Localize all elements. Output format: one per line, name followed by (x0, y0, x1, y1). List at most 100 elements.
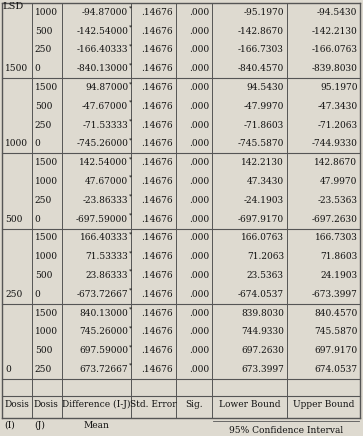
Text: .14676: .14676 (141, 290, 173, 299)
Text: -674.0537: -674.0537 (238, 290, 284, 299)
Text: -142.54000: -142.54000 (76, 27, 128, 36)
Text: .14676: .14676 (141, 140, 173, 149)
Text: .14676: .14676 (141, 64, 173, 73)
Text: 0: 0 (5, 365, 11, 374)
Text: .14676: .14676 (141, 233, 173, 242)
Text: -673.3997: -673.3997 (311, 290, 358, 299)
Text: *: * (129, 325, 132, 330)
Text: 250: 250 (35, 196, 52, 205)
Text: -142.8670: -142.8670 (238, 27, 284, 36)
Text: *: * (129, 100, 132, 105)
Text: .000: .000 (189, 83, 209, 92)
Text: -47.3430: -47.3430 (317, 102, 358, 111)
Text: *: * (129, 156, 132, 161)
Text: 166.7303: 166.7303 (314, 233, 358, 242)
Text: 47.3430: 47.3430 (247, 177, 284, 186)
Text: *: * (129, 175, 132, 180)
Text: 23.5363: 23.5363 (247, 271, 284, 280)
Text: 94.5430: 94.5430 (246, 83, 284, 92)
Text: *: * (129, 24, 132, 30)
Text: -47.67000: -47.67000 (82, 102, 128, 111)
Text: .000: .000 (189, 327, 209, 337)
Text: 744.9330: 744.9330 (241, 327, 284, 337)
Text: 1000: 1000 (35, 327, 58, 337)
Text: -744.9330: -744.9330 (311, 140, 358, 149)
Text: .000: .000 (189, 290, 209, 299)
Text: Mean: Mean (83, 421, 109, 430)
Text: -23.5363: -23.5363 (317, 196, 358, 205)
Text: 1000: 1000 (35, 252, 58, 261)
Text: .14676: .14676 (141, 27, 173, 36)
Text: 674.0537: 674.0537 (314, 365, 358, 374)
Text: -24.1903: -24.1903 (244, 196, 284, 205)
Text: .14676: .14676 (141, 327, 173, 337)
Text: .14676: .14676 (141, 196, 173, 205)
Text: -71.2063: -71.2063 (317, 121, 358, 129)
Text: Difference (I-J): Difference (I-J) (62, 400, 131, 409)
Text: *: * (129, 137, 132, 142)
Text: 745.26000: 745.26000 (79, 327, 128, 337)
Text: .14676: .14676 (141, 252, 173, 261)
Text: .14676: .14676 (141, 177, 173, 186)
Text: .000: .000 (189, 233, 209, 242)
Text: 166.40333: 166.40333 (79, 233, 128, 242)
Text: .000: .000 (189, 309, 209, 318)
Text: 697.2630: 697.2630 (241, 346, 284, 355)
Text: -839.8030: -839.8030 (311, 64, 358, 73)
Text: 697.59000: 697.59000 (79, 346, 128, 355)
Text: .14676: .14676 (141, 346, 173, 355)
Text: -166.0763: -166.0763 (311, 45, 358, 54)
Text: .14676: .14676 (141, 271, 173, 280)
Text: 500: 500 (35, 102, 52, 111)
Text: .000: .000 (189, 196, 209, 205)
Text: -166.40333: -166.40333 (77, 45, 128, 54)
Text: 0: 0 (35, 140, 41, 149)
Text: 673.3997: 673.3997 (241, 365, 284, 374)
Text: *: * (129, 363, 132, 368)
Text: -94.5430: -94.5430 (317, 8, 358, 17)
Text: -94.87000: -94.87000 (82, 8, 128, 17)
Text: 250: 250 (35, 365, 52, 374)
Text: 95% Confidence Interval: 95% Confidence Interval (229, 426, 343, 436)
Text: -745.26000: -745.26000 (76, 140, 128, 149)
Text: -95.1970: -95.1970 (244, 8, 284, 17)
Text: .14676: .14676 (141, 83, 173, 92)
Text: -47.9970: -47.9970 (244, 102, 284, 111)
Text: *: * (129, 250, 132, 255)
Text: .14676: .14676 (141, 309, 173, 318)
Text: 0: 0 (35, 215, 41, 224)
Text: 1500: 1500 (35, 158, 58, 167)
Text: 1500: 1500 (35, 233, 58, 242)
Text: *: * (129, 212, 132, 218)
Text: 1000: 1000 (5, 140, 28, 149)
Text: 1500: 1500 (35, 309, 58, 318)
Text: 71.2063: 71.2063 (247, 252, 284, 261)
Text: -673.72667: -673.72667 (77, 290, 128, 299)
Text: .14676: .14676 (141, 121, 173, 129)
Text: *: * (129, 43, 132, 48)
Text: 1000: 1000 (35, 8, 58, 17)
Text: 166.0763: 166.0763 (241, 233, 284, 242)
Text: 23.86333: 23.86333 (86, 271, 128, 280)
Text: .000: .000 (189, 271, 209, 280)
Text: -71.53333: -71.53333 (82, 121, 128, 129)
Text: 1500: 1500 (5, 64, 28, 73)
Text: Dosis: Dosis (4, 400, 29, 409)
Text: .14676: .14676 (141, 158, 173, 167)
Text: 840.4570: 840.4570 (314, 309, 358, 318)
Text: 500: 500 (35, 346, 52, 355)
Text: 142.8670: 142.8670 (314, 158, 358, 167)
Text: *: * (129, 119, 132, 123)
Text: 697.9170: 697.9170 (314, 346, 358, 355)
Text: 142.54000: 142.54000 (79, 158, 128, 167)
Text: 1500: 1500 (35, 83, 58, 92)
Text: -697.2630: -697.2630 (311, 215, 358, 224)
Text: -166.7303: -166.7303 (238, 45, 284, 54)
Text: 1000: 1000 (35, 177, 58, 186)
Text: .14676: .14676 (141, 365, 173, 374)
Text: .000: .000 (189, 215, 209, 224)
Text: 71.8603: 71.8603 (320, 252, 358, 261)
Text: .000: .000 (189, 252, 209, 261)
Text: .000: .000 (189, 45, 209, 54)
Text: .000: .000 (189, 102, 209, 111)
